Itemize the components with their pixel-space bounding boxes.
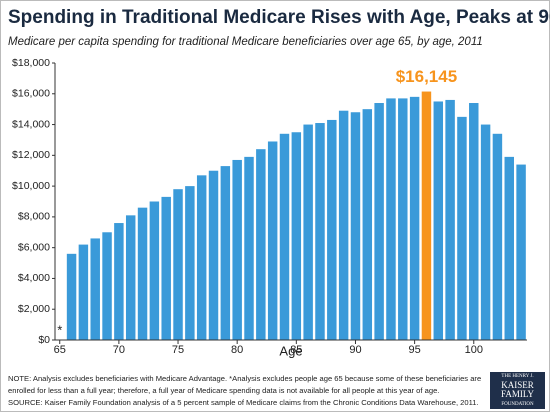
bar — [220, 166, 231, 340]
annotation: * — [57, 322, 62, 337]
y-tick-label: $2,000 — [18, 303, 50, 315]
y-tick-label: $10,000 — [12, 180, 50, 192]
bar — [208, 170, 219, 340]
logo-text: THE HENRY J. — [501, 374, 533, 379]
bar — [409, 96, 420, 340]
x-tick-label: 85 — [290, 344, 302, 356]
bar — [102, 232, 112, 340]
bar — [149, 201, 160, 340]
bar — [125, 215, 136, 340]
bar — [66, 253, 77, 340]
x-tick-label: 95 — [408, 344, 420, 356]
value-label: $16,145 — [396, 67, 457, 86]
y-tick-label: $6,000 — [18, 241, 50, 253]
bar — [185, 186, 195, 340]
x-tick-label: 65 — [54, 344, 66, 356]
bar — [256, 149, 266, 340]
y-tick-label: $12,000 — [12, 149, 50, 161]
bar — [315, 123, 325, 341]
bar — [196, 175, 207, 340]
bar — [362, 109, 373, 341]
y-tick-label: $18,000 — [12, 57, 50, 69]
bar — [398, 98, 408, 341]
y-tick-label: $0 — [38, 334, 50, 346]
bar — [433, 101, 444, 340]
bar — [114, 223, 124, 340]
bar — [350, 112, 361, 340]
note: enrolled for less than a full year; ther… — [8, 386, 439, 395]
logo-box — [490, 372, 545, 409]
bar — [421, 91, 432, 340]
bar — [492, 133, 503, 340]
bar — [469, 103, 479, 340]
y-tick-label: $16,000 — [12, 88, 50, 100]
y-tick-label: $8,000 — [18, 211, 50, 223]
x-tick-label: 80 — [231, 344, 243, 356]
chart-subtitle: Medicare per capita spending for traditi… — [8, 36, 483, 48]
bar — [327, 119, 337, 340]
bar — [173, 189, 183, 340]
note: NOTE: Analysis excludes beneficiaries wi… — [8, 374, 481, 383]
bar — [480, 124, 491, 340]
y-tick-label: $4,000 — [18, 272, 50, 284]
x-tick-label: 70 — [113, 344, 125, 356]
bar — [457, 116, 467, 340]
bar — [244, 156, 254, 340]
bar — [267, 141, 278, 340]
chart-title: Spending in Traditional Medicare Rises w… — [8, 7, 550, 28]
x-tick-label: 100 — [465, 344, 483, 356]
x-tick-label: 75 — [172, 344, 184, 356]
bar — [137, 207, 148, 340]
bar — [504, 156, 514, 340]
x-tick-label: 90 — [349, 344, 361, 356]
bar — [291, 132, 302, 340]
logo-text: FOUNDATION — [501, 402, 534, 407]
bar — [374, 103, 384, 340]
bar — [386, 98, 396, 341]
bar — [78, 244, 89, 340]
bar — [303, 124, 313, 340]
note: SOURCE: Kaiser Family Foundation analysi… — [8, 398, 479, 407]
bar — [232, 159, 242, 340]
bar — [90, 238, 100, 340]
bar — [445, 99, 455, 340]
x-axis-label: Age — [279, 343, 302, 358]
bar — [279, 133, 290, 340]
bar — [338, 110, 349, 340]
logo-text: FAMILY — [501, 389, 534, 399]
bar — [161, 196, 171, 340]
bar — [516, 164, 526, 340]
logo-text: KAISER — [501, 380, 534, 390]
y-tick-label: $14,000 — [12, 118, 50, 130]
